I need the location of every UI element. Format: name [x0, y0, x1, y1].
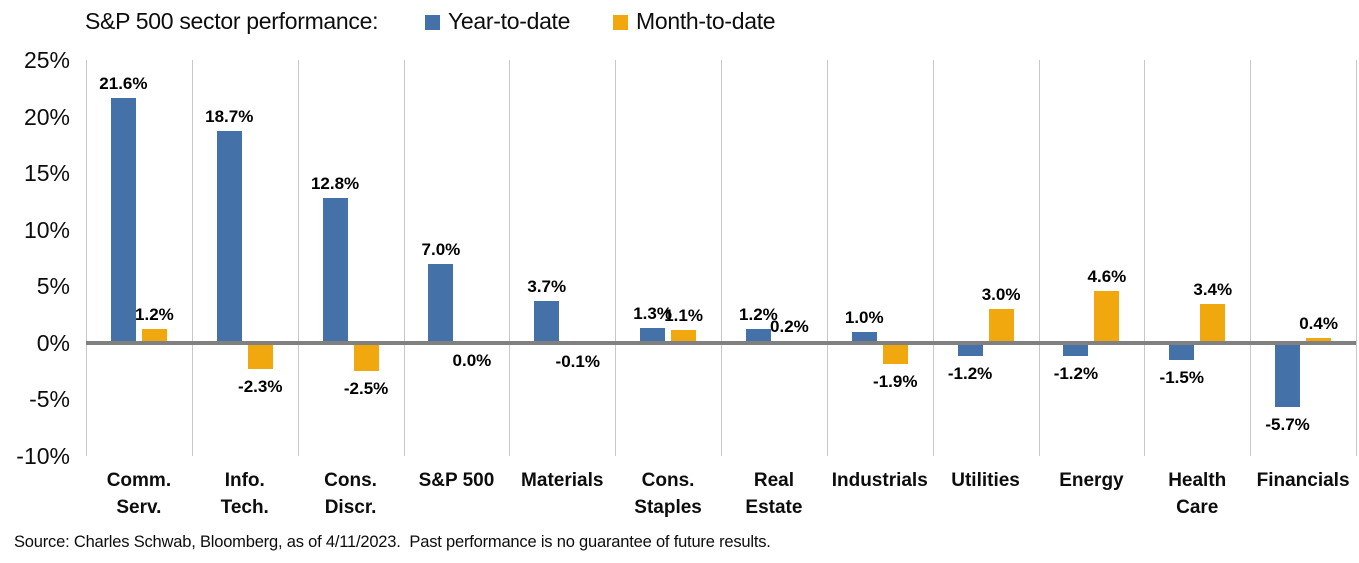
gridline [826, 60, 828, 456]
value-label-ytd-4: 3.7% [527, 276, 567, 296]
x-axis-category-label-3: S&P 500 [418, 470, 495, 491]
y-axis-tick-label: 20% [23, 103, 70, 130]
bar-ytd-8 [957, 341, 983, 357]
gridline [297, 60, 299, 456]
value-label-mtd-10: 3.4% [1193, 280, 1233, 300]
bar-ytd-6 [745, 329, 771, 344]
y-axis-tick-label: -5% [29, 386, 70, 413]
bar-mtd-8 [988, 308, 1014, 344]
gridline [509, 60, 511, 456]
bar-mtd-1 [247, 341, 273, 369]
gridline [615, 60, 617, 456]
x-axis-category-label-5: Cons. Staples [634, 470, 702, 518]
bar-ytd-3 [428, 263, 454, 344]
value-label-ytd-10: -1.5% [1159, 367, 1204, 387]
gridline [86, 60, 87, 456]
bar-mtd-10 [1200, 304, 1226, 344]
bar-mtd-5 [671, 330, 697, 344]
gridline [1144, 60, 1146, 456]
bar-ytd-10 [1169, 341, 1195, 360]
y-axis-tick-label: 15% [23, 160, 70, 187]
x-axis-category-label-10: Health Care [1168, 470, 1227, 518]
legend-item-month-to-date: Month-to-date [613, 8, 776, 35]
y-axis-tick-label: 0% [36, 329, 70, 356]
value-label-ytd-6: 1.2% [739, 305, 778, 325]
chart-title: S&P 500 sector performance: [85, 8, 379, 34]
x-axis-category-label-7: Industrials [831, 470, 928, 491]
gridline [1038, 60, 1040, 456]
value-label-mtd-11: 0.4% [1299, 314, 1338, 334]
bar-ytd-2 [322, 198, 348, 344]
bar-ytd-11 [1275, 341, 1301, 408]
value-label-mtd-7: -1.9% [873, 372, 918, 392]
bar-ytd-5 [640, 328, 666, 344]
value-label-ytd-3: 7.0% [421, 239, 461, 259]
value-label-mtd-1: -2.3% [238, 376, 283, 396]
bar-mtd-9 [1094, 290, 1120, 344]
y-axis-tick-label: -10% [16, 443, 70, 469]
zero-axis-line [86, 340, 1356, 345]
legend-label-mtd: Month-to-date [636, 8, 776, 34]
y-axis-tick-label: 25% [23, 47, 70, 73]
bar-ytd-7 [851, 331, 877, 344]
value-label-ytd-7: 1.0% [844, 307, 884, 327]
gridline [1250, 60, 1252, 456]
y-axis-tick-label: 10% [23, 216, 70, 243]
bar-mtd-7 [882, 341, 908, 365]
x-axis-category-label-0: Comm. Serv. [106, 470, 172, 518]
value-label-mtd-2: -2.5% [343, 379, 389, 399]
gridline [1356, 60, 1357, 456]
value-label-ytd-0: 21.6% [99, 74, 148, 94]
value-label-ytd-2: 12.8% [310, 174, 360, 194]
value-label-mtd-4: -0.1% [555, 351, 600, 371]
value-label-mtd-8: 3.0% [981, 284, 1021, 304]
legend-item-year-to-date: Year-to-date [425, 8, 570, 35]
gridline [721, 60, 722, 456]
bar-mtd-2 [353, 341, 379, 372]
bar-ytd-0 [110, 98, 136, 344]
x-axis-category-label-1: Info. Tech. [220, 470, 269, 518]
value-label-ytd-5: 1.3% [633, 304, 672, 324]
bar-ytd-4 [534, 300, 560, 344]
value-label-mtd-3: 0.0% [452, 350, 492, 370]
bar-mtd-0 [141, 329, 167, 344]
gridline [403, 60, 405, 456]
bar-ytd-9 [1063, 341, 1089, 357]
gridline [932, 60, 934, 456]
x-axis-category-label-11: Financials [1256, 470, 1350, 491]
bar-ytd-1 [216, 131, 242, 344]
legend-swatch-ytd-icon [425, 15, 440, 30]
x-axis-category-label-6: Real Estate [745, 470, 803, 518]
value-label-ytd-11: -5.7% [1265, 415, 1310, 435]
value-label-ytd-1: 18.7% [205, 107, 254, 127]
value-label-mtd-6: 0.2% [770, 316, 809, 336]
legend-swatch-mtd-icon [613, 15, 628, 30]
x-axis-category-label-4: Materials [521, 470, 604, 491]
value-label-mtd-9: 4.6% [1087, 266, 1127, 286]
value-label-mtd-5: 1.1% [664, 306, 703, 326]
value-label-mtd-0: 1.2% [135, 305, 174, 325]
gridline [191, 60, 193, 456]
x-axis-category-label-8: Utilities [951, 470, 1020, 491]
source-note: Source: Charles Schwab, Bloomberg, as of… [14, 533, 771, 551]
y-axis-tick-label: 5% [36, 273, 70, 300]
value-label-ytd-9: -1.2% [1053, 364, 1099, 384]
x-axis-category-label-2: Cons. Discr. [324, 470, 377, 518]
legend-label-ytd: Year-to-date [448, 8, 571, 34]
value-label-ytd-8: -1.2% [947, 364, 993, 384]
x-axis-category-label-9: Energy [1059, 470, 1124, 491]
